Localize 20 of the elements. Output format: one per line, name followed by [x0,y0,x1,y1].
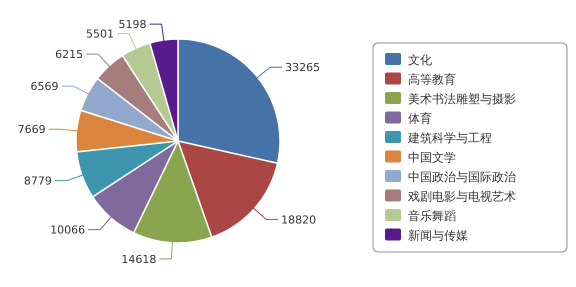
legend-label: 体育 [408,112,432,126]
legend-label: 中国政治与国际政治 [408,170,516,184]
data-label: 5501 [86,28,114,41]
legend-label: 文化 [408,53,432,67]
legend-label: 高等教育 [408,72,456,86]
data-label: 10066 [50,224,86,237]
data-label: 8779 [24,174,52,188]
data-label: 14618 [121,252,156,266]
data-label: 6569 [30,80,59,94]
legend-label: 建筑科学与工程 [407,131,492,145]
data-label: 7669 [18,123,46,136]
data-label: 6215 [55,48,84,62]
legend-label: 新闻与传媒 [408,228,468,242]
legend-label: 中国文学 [408,150,456,164]
data-label: 5198 [118,18,147,32]
data-label: 18820 [281,213,316,226]
legend-label: 音乐舞蹈 [408,209,456,223]
legend-label: 美术书法雕塑与摄影 [408,92,516,106]
data-label: 33265 [285,61,320,74]
legend-label: 戏剧电影与电视艺术 [408,190,516,204]
